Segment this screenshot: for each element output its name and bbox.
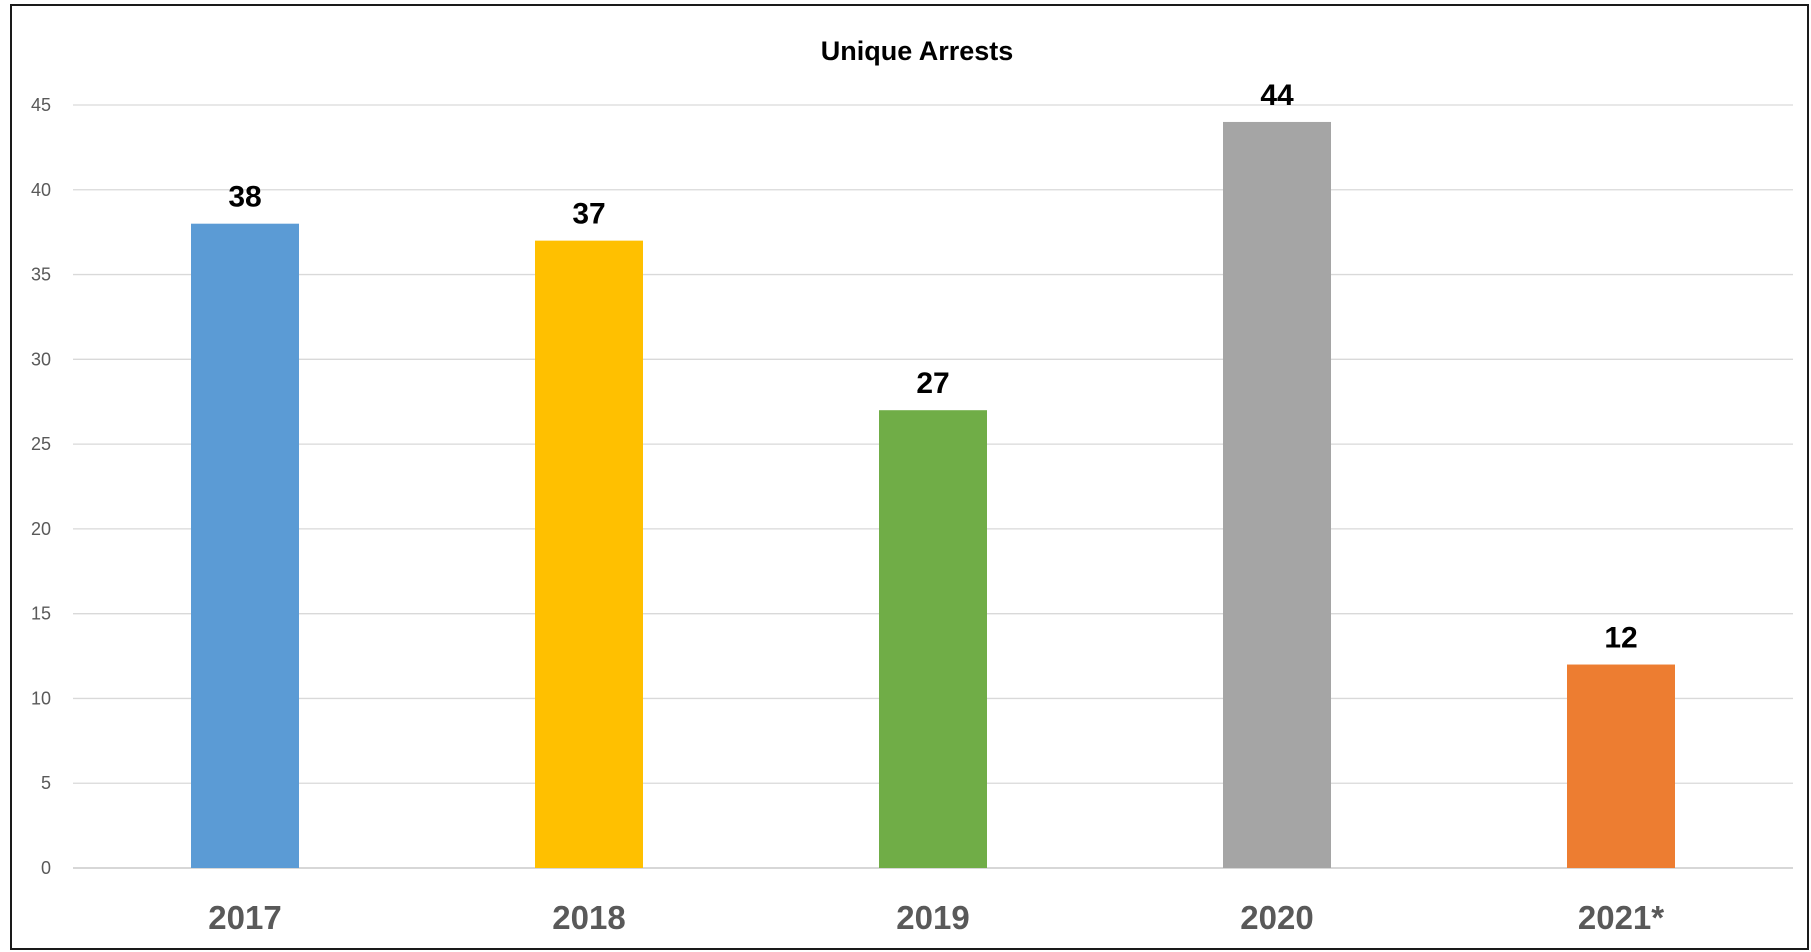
gridlines (73, 104, 1793, 869)
y-tick-label: 5 (41, 773, 51, 793)
y-tick-label: 25 (31, 434, 51, 454)
bar-2021 (1567, 664, 1675, 868)
y-tick-label: 10 (31, 688, 51, 708)
chart-title: Unique Arrests (821, 36, 1014, 66)
x-axis-labels: 2017 2018 2019 2020 2021* (208, 899, 1664, 936)
x-tick-label: 2019 (896, 899, 969, 936)
x-tick-label: 2018 (552, 899, 625, 936)
x-tick-label: 2020 (1240, 899, 1313, 936)
y-tick-label: 15 (31, 604, 51, 624)
y-tick-label: 40 (31, 180, 51, 200)
bar-2020 (1223, 121, 1331, 868)
data-label: 37 (572, 198, 605, 231)
y-tick-label: 20 (31, 519, 51, 539)
data-labels: 38 37 27 44 12 (228, 79, 1637, 655)
y-tick-label: 35 (31, 265, 51, 285)
x-tick-label: 2021* (1578, 899, 1664, 936)
data-label: 12 (1604, 622, 1637, 655)
y-axis-ticks: 0 5 10 15 20 25 30 35 40 45 (31, 95, 51, 878)
bar-2017 (191, 223, 299, 868)
bar-2018 (535, 240, 643, 869)
bar-2019 (879, 410, 987, 868)
y-tick-label: 45 (31, 95, 51, 115)
x-tick-label: 2017 (208, 899, 281, 936)
data-label: 44 (1260, 79, 1294, 112)
bars (191, 121, 1675, 869)
y-tick-label: 30 (31, 349, 51, 369)
y-tick-label: 0 (41, 858, 51, 878)
data-label: 27 (916, 367, 949, 400)
data-label: 38 (228, 181, 261, 214)
